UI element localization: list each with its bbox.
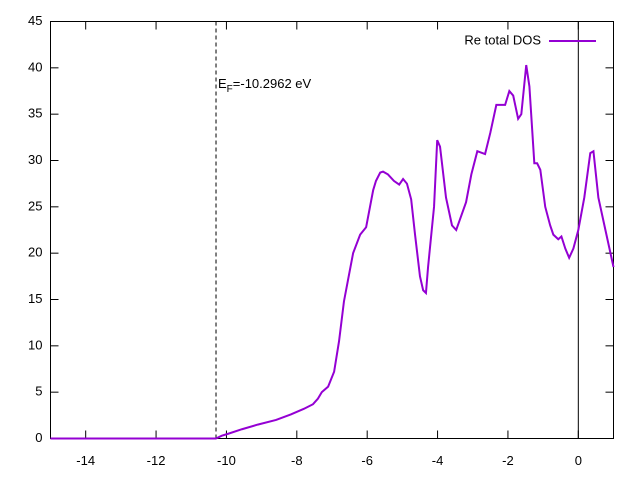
annotation: EF=-10.2962 eV	[218, 76, 312, 94]
annotation-text: =-10.2962 eV	[233, 76, 312, 91]
x-tick-label: -14	[76, 453, 95, 468]
y-tick-label: 40	[28, 59, 42, 74]
x-tick-label: -2	[502, 453, 514, 468]
annotation-subscript: F	[227, 84, 233, 95]
y-tick-label: 45	[28, 13, 42, 28]
y-tick-label: 20	[28, 245, 42, 260]
y-tick-label: 15	[28, 291, 42, 306]
y-tick-label: 25	[28, 198, 42, 213]
x-tick-label: 0	[575, 453, 582, 468]
x-tick-label: -6	[361, 453, 373, 468]
y-tick-label: 30	[28, 152, 42, 167]
x-tick-label: -12	[147, 453, 166, 468]
y-tick-label: 35	[28, 106, 42, 121]
data-line	[50, 64, 615, 440]
plot-border	[50, 21, 614, 439]
legend-label: Re total DOS	[464, 32, 541, 47]
annotation-base: E	[218, 76, 227, 91]
x-tick-label: -4	[432, 453, 444, 468]
x-tick-label: -10	[217, 453, 236, 468]
y-tick-label: 0	[35, 430, 42, 445]
y-tick-label: 10	[28, 337, 42, 352]
y-tick-label: 5	[35, 384, 42, 399]
x-tick-label: -8	[291, 453, 303, 468]
